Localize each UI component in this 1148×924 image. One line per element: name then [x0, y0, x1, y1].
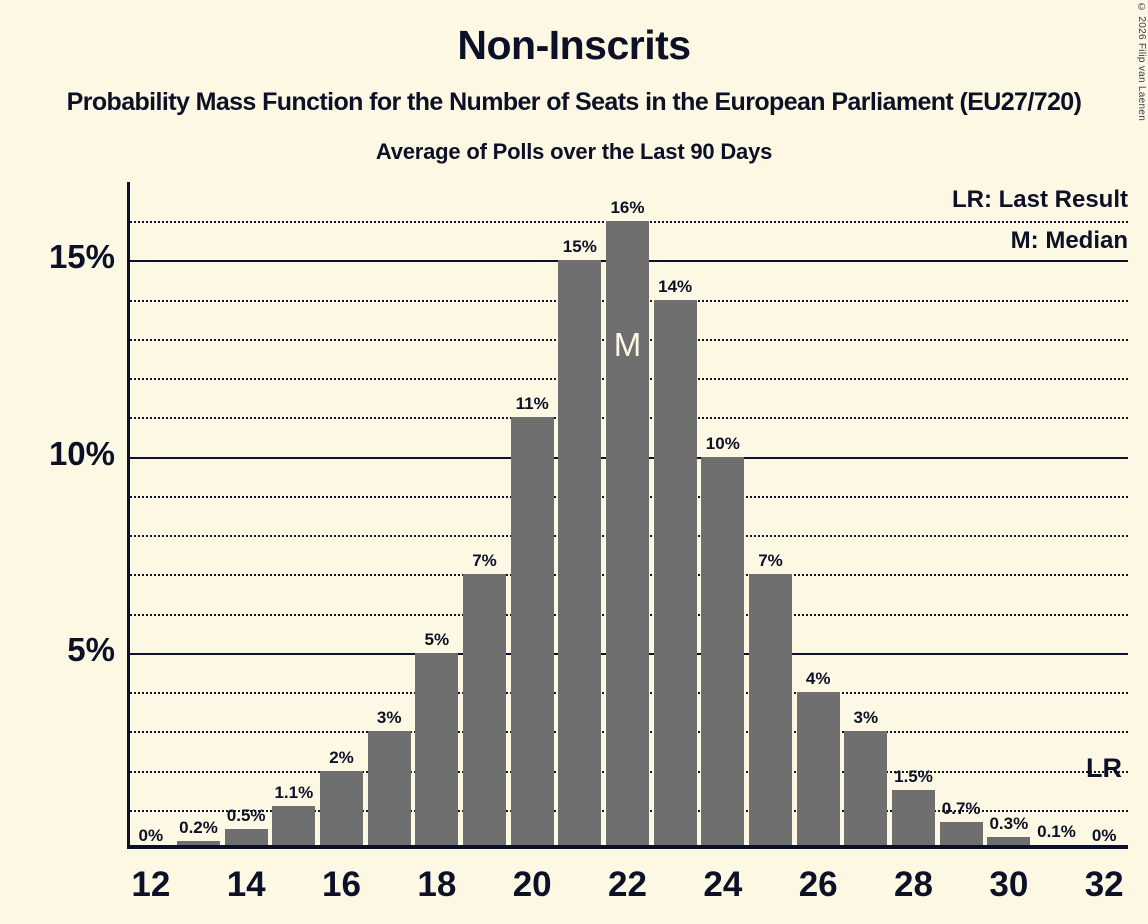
- chart-sub-subtitle: Average of Polls over the Last 90 Days: [375, 139, 773, 164]
- x-axis-tick-label: 22: [608, 865, 647, 904]
- last-result-marker: LR: [1086, 752, 1122, 783]
- bar[interactable]: [653, 299, 697, 849]
- x-axis-tick-label: 28: [894, 865, 933, 904]
- bar-value-label: 14%: [658, 276, 693, 296]
- chart-subtitle: Probability Mass Function for the Number…: [66, 88, 1082, 116]
- x-axis-tick-label: 32: [1084, 865, 1124, 904]
- bar-value-label: 10%: [705, 433, 740, 453]
- x-axis-tick-label: 12: [131, 865, 171, 904]
- bar[interactable]: [558, 260, 602, 849]
- bar[interactable]: [367, 731, 411, 849]
- bar[interactable]: [844, 731, 888, 849]
- bar[interactable]: [891, 790, 936, 849]
- bar[interactable]: [462, 574, 507, 849]
- copyright-notice: © 2026 Filip van Laenen: [1136, 2, 1147, 122]
- bar-value-label: 7%: [472, 551, 497, 571]
- bar-value-label: 3%: [853, 708, 879, 728]
- y-axis-tick-label: 10%: [48, 434, 115, 472]
- x-axis-tick-label: 18: [417, 865, 457, 904]
- y-axis-line: [127, 182, 130, 849]
- bar[interactable]: [939, 821, 983, 849]
- y-axis-tick-label: 15%: [48, 238, 115, 276]
- bar-value-label: 0.7%: [941, 798, 981, 818]
- bar-value-label: 0.3%: [989, 814, 1029, 834]
- bar-value-label: 11%: [515, 394, 549, 414]
- page-title: Non-Inscrits: [457, 22, 691, 68]
- x-axis-tick-label: 24: [703, 865, 743, 904]
- bar[interactable]: [510, 417, 554, 849]
- bar[interactable]: [272, 805, 316, 849]
- bar-value-label: 3%: [376, 708, 402, 728]
- bar-value-label: 4%: [805, 669, 831, 689]
- bar-value-label: 2%: [329, 747, 354, 767]
- x-axis-tick-label: 16: [322, 865, 361, 904]
- y-axis-tick-label: 5%: [67, 630, 115, 668]
- bar[interactable]: [415, 652, 459, 849]
- bar[interactable]: [605, 221, 650, 849]
- bar-value-label: 5%: [424, 629, 450, 649]
- bar-value-label: 15%: [562, 237, 597, 257]
- bar[interactable]: [796, 692, 840, 849]
- bar-value-label: 1.1%: [274, 782, 314, 802]
- bar[interactable]: [224, 829, 268, 849]
- x-axis-line: [127, 845, 1128, 849]
- legend-last-result: LR: Last Result: [951, 186, 1128, 213]
- bar-value-label: 0%: [1091, 826, 1117, 845]
- bar-value-label: 0.1%: [1037, 822, 1076, 842]
- x-axis-tick-label: 26: [798, 865, 838, 904]
- x-axis-tick-label: 30: [989, 865, 1029, 904]
- bar[interactable]: [748, 574, 793, 849]
- bar-value-label: 0.2%: [179, 818, 218, 838]
- bar-value-label: 16%: [610, 198, 645, 218]
- plot-area: 0% 0.2% 0.5% 1.1% 2% 3% 5% 7% 11% 15% 16% M 14% 10% 7%…: [127, 182, 1128, 849]
- bar-value-label: 7%: [758, 551, 783, 571]
- bar[interactable]: [319, 770, 364, 849]
- x-axis-tick-label: 20: [512, 865, 552, 904]
- bar[interactable]: [701, 456, 745, 849]
- legend-median: M: Median: [1010, 227, 1128, 254]
- bar[interactable]: [987, 837, 1031, 849]
- x-axis-tick-label: 14: [226, 865, 266, 904]
